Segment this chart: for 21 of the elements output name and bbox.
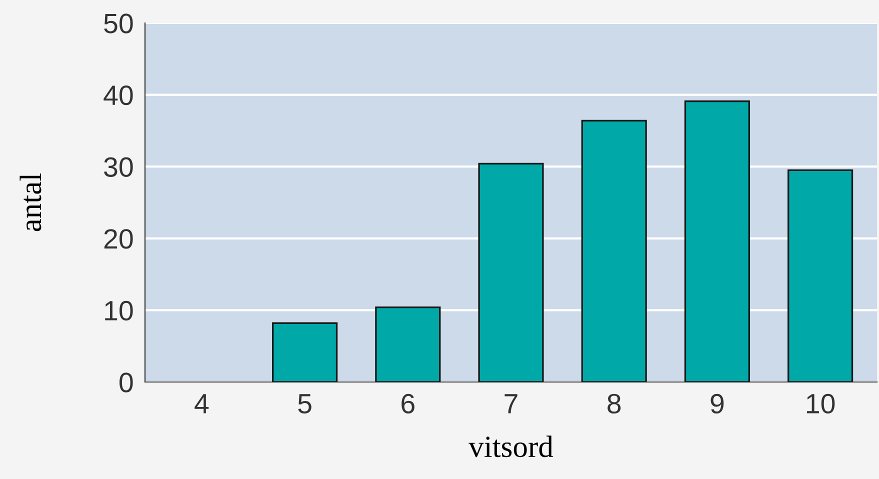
bar [684,100,750,382]
y-tick-label: 10 [105,300,133,321]
bar [375,306,441,382]
y-tick-label: 30 [104,157,133,177]
x-tick-label: 9 [710,394,724,414]
x-tick-label: 7 [504,394,518,414]
bar [581,120,647,382]
bar [272,322,338,382]
x-tick-label: 5 [298,394,312,414]
x-tick-label: 8 [608,394,621,414]
y-axis-title: antal [20,173,42,232]
bar [478,162,544,382]
y-tick-label: 40 [104,85,133,106]
y-tick-label: 50 [104,14,133,34]
y-tick-label: 0 [120,372,133,392]
y-tick-label: 20 [104,229,133,249]
x-axis-title: vitsord [468,436,554,458]
x-tick-label: 4 [194,394,209,414]
x-tick-label: 6 [402,394,414,414]
x-tick-label: 10 [806,394,835,414]
bar [788,169,854,382]
